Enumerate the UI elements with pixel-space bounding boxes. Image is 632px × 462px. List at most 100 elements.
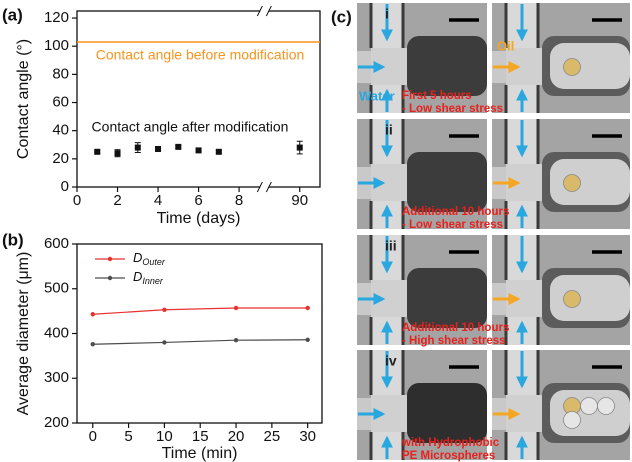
series-line bbox=[92, 339, 308, 345]
x-tick-label: 2 bbox=[113, 192, 121, 209]
row-caption: - High shear stress bbox=[402, 335, 506, 347]
x-tick-label: 30 bbox=[299, 428, 316, 445]
y-axis-title: Contact angle (°) bbox=[15, 39, 32, 159]
row-numeral: ii bbox=[385, 122, 393, 138]
row-caption: Additional 10 hours bbox=[402, 322, 509, 334]
x-tick-label: 8 bbox=[235, 192, 243, 209]
point bbox=[233, 338, 239, 343]
y-tick-label: 200 bbox=[44, 414, 69, 431]
axis-break bbox=[256, 181, 263, 193]
micrograph bbox=[492, 119, 630, 229]
outlet-channel bbox=[407, 152, 487, 212]
micrograph bbox=[492, 350, 630, 460]
reference-label: Contact angle before modification bbox=[96, 47, 305, 63]
micrograph bbox=[357, 119, 487, 229]
point bbox=[175, 143, 182, 150]
panel-label: (b) bbox=[2, 230, 24, 249]
plot-frame bbox=[76, 243, 323, 424]
point bbox=[215, 148, 222, 155]
microsphere bbox=[563, 290, 581, 308]
x-tick-label: 90 bbox=[291, 192, 308, 209]
y-axis-title: Average diameter (μm) bbox=[15, 252, 32, 416]
y-tick-label: 100 bbox=[44, 37, 69, 54]
annotation: Contact angle after modification bbox=[92, 119, 289, 135]
droplet bbox=[550, 159, 630, 205]
legend-label: DOuter bbox=[133, 250, 166, 267]
x-tick-label: 10 bbox=[156, 428, 173, 445]
row-caption: with Hydrophobic bbox=[401, 437, 500, 449]
y-tick-label: 300 bbox=[44, 369, 69, 386]
legend-name: D bbox=[133, 250, 142, 265]
x-axis-title: Time (days) bbox=[157, 210, 241, 227]
y-tick-label: 500 bbox=[44, 280, 69, 297]
row-numeral: iii bbox=[385, 238, 397, 254]
point bbox=[155, 145, 162, 152]
micrograph bbox=[492, 3, 630, 113]
microsphere bbox=[563, 174, 581, 192]
point bbox=[114, 150, 121, 157]
panel-label: (c) bbox=[331, 7, 352, 26]
legend-marker bbox=[107, 275, 113, 281]
micrograph bbox=[357, 350, 487, 460]
microsphere bbox=[563, 58, 581, 76]
row-caption: PE Microspheres bbox=[402, 450, 495, 462]
point bbox=[305, 305, 310, 311]
x-tick-label: 0 bbox=[73, 192, 81, 209]
row-numeral: iv bbox=[385, 353, 397, 369]
axis-break-gap bbox=[260, 184, 269, 190]
micrograph bbox=[357, 235, 487, 345]
row-numeral: i bbox=[385, 6, 389, 22]
x-tick-label: 15 bbox=[192, 428, 209, 445]
x-tick-label: 6 bbox=[194, 192, 202, 209]
droplet bbox=[550, 43, 630, 89]
point bbox=[305, 337, 310, 342]
x-tick-label: 20 bbox=[228, 428, 245, 445]
y-tick-label: 600 bbox=[44, 235, 69, 252]
point bbox=[90, 312, 95, 317]
outlet-channel bbox=[407, 268, 487, 328]
row-caption: First 5 hours bbox=[402, 90, 472, 102]
row-caption: Additional 10 hours bbox=[402, 206, 509, 218]
water-label: Water bbox=[359, 88, 395, 103]
outlet-channel bbox=[407, 36, 487, 96]
micrograph bbox=[357, 3, 487, 113]
microsphere bbox=[580, 397, 598, 415]
legend-subscript: Inner bbox=[142, 276, 164, 286]
microsphere bbox=[563, 411, 581, 429]
legend-label: DInner bbox=[133, 269, 164, 286]
legend-marker bbox=[107, 256, 113, 262]
point bbox=[134, 144, 141, 151]
point bbox=[94, 148, 101, 155]
x-tick-label: 5 bbox=[124, 428, 132, 445]
point bbox=[90, 342, 95, 347]
y-tick-label: 60 bbox=[52, 93, 69, 110]
droplet bbox=[550, 275, 630, 321]
x-tick-label: 0 bbox=[89, 428, 97, 445]
point bbox=[195, 147, 202, 154]
x-axis-title: Time (min) bbox=[162, 445, 238, 462]
legend-name: D bbox=[133, 269, 142, 284]
microsphere bbox=[597, 397, 615, 415]
y-tick-label: 80 bbox=[52, 65, 69, 82]
x-tick-label: 25 bbox=[264, 428, 281, 445]
axis-break bbox=[256, 5, 263, 17]
y-tick-label: 40 bbox=[52, 122, 69, 139]
point bbox=[162, 307, 167, 312]
micrograph bbox=[492, 235, 630, 345]
axis-break bbox=[265, 181, 272, 193]
axis-break bbox=[265, 5, 272, 17]
row-caption: - Low shear stress bbox=[402, 103, 503, 115]
point bbox=[162, 340, 167, 345]
series-line bbox=[92, 307, 308, 315]
y-tick-label: 400 bbox=[44, 324, 69, 341]
y-tick-label: 120 bbox=[44, 9, 69, 26]
y-tick-label: 20 bbox=[52, 150, 69, 167]
axis-break-gap bbox=[260, 8, 269, 14]
oil-label: Oil bbox=[497, 38, 514, 53]
point bbox=[233, 305, 239, 311]
plot-frame bbox=[76, 10, 321, 188]
outlet-channel bbox=[407, 383, 487, 443]
point bbox=[296, 144, 303, 151]
legend-subscript: Outer bbox=[142, 257, 166, 267]
